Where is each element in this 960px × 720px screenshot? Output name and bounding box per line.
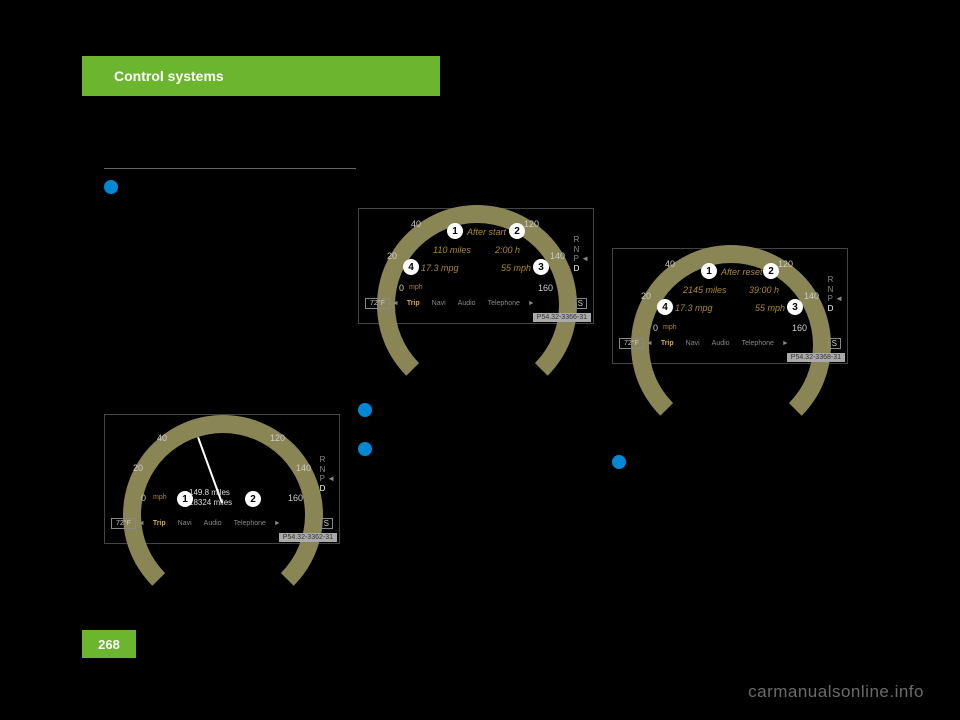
image-caption: P54.32-3362-31 <box>279 533 337 542</box>
mph-label: mph <box>663 324 677 331</box>
arrow-left-icon: ◄ <box>138 520 145 527</box>
gauge-standard-display: 0 20 40 120 140 160 mph 149.8 miles 1832… <box>104 414 340 544</box>
mph-label: mph <box>153 494 167 501</box>
after-start-title: After start <box>467 227 506 237</box>
nav-navi: Navi <box>178 520 192 527</box>
body-text: You will see the values for the main and… <box>104 233 356 266</box>
nav-audio: Audio <box>458 300 476 307</box>
tick: 160 <box>288 493 303 503</box>
gauge-bottom-bar: 72°F ◄ Trip Navi Audio Telephone ► <box>359 295 593 311</box>
mph-label: mph <box>409 284 423 291</box>
nav-telephone: Telephone <box>234 520 266 527</box>
bullet-text: Press button & or * to select "After res… <box>634 454 835 469</box>
gauge-bottom-bar: 72°F ◄ Trip Navi Audio Telephone ► <box>105 515 339 531</box>
bullet-text: Press button % or $ repeatedly until the… <box>126 179 356 225</box>
temp-box: 72°F <box>111 518 136 529</box>
gear-indicator: RNP ◄D <box>574 235 589 273</box>
tick: 140 <box>804 291 819 301</box>
marker-2: 2 <box>509 223 525 239</box>
after-reset-title: After reset <box>721 267 763 277</box>
tick: 40 <box>411 219 421 229</box>
temp-box: 72°F <box>619 338 644 349</box>
bullet-icon <box>612 455 626 469</box>
marker-1: 1 <box>701 263 717 279</box>
column-2: 40 120 20 140 0 160 mph After start 110 … <box>358 148 610 464</box>
val-speed: 55 mph <box>501 263 531 273</box>
tick: 120 <box>778 259 793 269</box>
header-bar: Control systems <box>82 56 440 96</box>
odo-main: 18324 miles <box>189 498 232 507</box>
bullet-row: Select "Trip" menu to display standard d… <box>358 402 610 433</box>
nav-telephone: Telephone <box>488 300 520 307</box>
header-title: Control systems <box>114 68 224 84</box>
arrow-left-icon: ◄ <box>646 340 653 347</box>
tick: 0 <box>141 493 146 503</box>
column-3: 40 120 20 140 0 160 mph After reset 2145… <box>612 148 864 477</box>
image-caption: P54.32-3366-31 <box>533 313 591 322</box>
tick: 20 <box>133 463 143 473</box>
val-time: 2:00 h <box>495 245 520 255</box>
column-1: Standard display Press button % or $ rep… <box>104 148 356 544</box>
tick: 120 <box>524 219 539 229</box>
val-time: 39:00 h <box>749 285 779 295</box>
nav-navi: Navi <box>432 300 446 307</box>
marker-3: 3 <box>787 299 803 315</box>
tick: 20 <box>387 251 397 261</box>
val-mpg: 17.3 mpg <box>675 303 713 313</box>
temp-box: 72°F <box>365 298 390 309</box>
bullet-icon <box>358 403 372 417</box>
gear-indicator: RNP ◄D <box>320 455 335 493</box>
bullet-row: Press button % or $ repeatedly until the… <box>104 179 356 225</box>
bullet-text: Select "Trip" menu to display standard d… <box>380 402 610 433</box>
tick: 120 <box>270 433 285 443</box>
val-distance: 110 miles <box>433 245 471 255</box>
gear-indicator: RNP ◄D <box>828 275 843 313</box>
nav-audio: Audio <box>712 340 730 347</box>
gauge-after-start: 40 120 20 140 0 160 mph After start 110 … <box>358 208 594 324</box>
tick: 40 <box>665 259 675 269</box>
page-number: 268 <box>82 630 136 658</box>
nav-trip: Trip <box>661 340 674 347</box>
nav-trip: Trip <box>153 520 166 527</box>
arrow-right-icon: ► <box>274 520 281 527</box>
marker-3: 3 <box>533 259 549 275</box>
arrow-right-icon: ► <box>528 300 535 307</box>
odo-trip: 149.8 miles <box>189 488 230 497</box>
nav-navi: Navi <box>686 340 700 347</box>
image-caption: P54.32-3368-31 <box>787 353 845 362</box>
tick: 140 <box>550 251 565 261</box>
tick: 40 <box>157 433 167 443</box>
bullet-row: Press button & or * to select "After sta… <box>358 441 610 456</box>
tick: 0 <box>399 283 404 293</box>
val-distance: 2145 miles <box>683 285 727 295</box>
val-mpg: 17.3 mpg <box>421 263 459 273</box>
nav-audio: Audio <box>204 520 222 527</box>
tick: 160 <box>538 283 553 293</box>
tick: 140 <box>296 463 311 473</box>
gauge-bottom-bar: 72°F ◄ Trip Navi Audio Telephone ► <box>613 335 847 351</box>
tick: 0 <box>653 323 658 333</box>
marker-4: 4 <box>657 299 673 315</box>
marker-1: 1 <box>447 223 463 239</box>
marker-4: 4 <box>403 259 419 275</box>
nav-trip: Trip <box>407 300 420 307</box>
marker-2: 2 <box>763 263 779 279</box>
bullet-row: Press button & or * to select "After res… <box>612 454 864 469</box>
gauge-after-reset: 40 120 20 140 0 160 mph After reset 2145… <box>612 248 848 364</box>
watermark: carmanualsonline.info <box>748 682 924 702</box>
section-underline: Standard display <box>104 148 356 169</box>
arrow-right-icon: ► <box>782 340 789 347</box>
bullet-icon <box>358 442 372 456</box>
tick: 20 <box>641 291 651 301</box>
val-speed: 55 mph <box>755 303 785 313</box>
nav-telephone: Telephone <box>742 340 774 347</box>
section-title: Standard display <box>104 152 186 164</box>
bullet-text: Press button & or * to select "After sta… <box>380 441 578 456</box>
bullet-icon <box>104 180 118 194</box>
tick: 160 <box>792 323 807 333</box>
arrow-left-icon: ◄ <box>392 300 399 307</box>
